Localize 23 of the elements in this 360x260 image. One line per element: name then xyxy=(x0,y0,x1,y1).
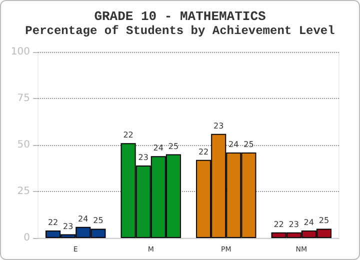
text: 24 xyxy=(304,218,314,228)
text: 25 xyxy=(318,216,330,226)
text: 22 xyxy=(198,147,209,156)
y-tick-label: 50 xyxy=(17,140,30,150)
text: 23 xyxy=(214,121,224,130)
text: 22 xyxy=(123,130,134,140)
text: 24 xyxy=(153,144,164,153)
y-tick-label: 0 xyxy=(24,232,30,244)
series-label: 22 xyxy=(48,218,58,228)
series-label: 25 xyxy=(93,216,104,226)
text: 23 xyxy=(138,152,148,162)
y-tick-label: 100 xyxy=(10,46,30,58)
y-tick-label: 25 xyxy=(17,186,30,197)
series-label: 23 xyxy=(63,222,74,231)
series-label: 24 xyxy=(78,214,88,224)
text: 22 xyxy=(274,220,284,229)
chart-title: GRADE 10 - MATHEMATICS xyxy=(94,9,266,24)
text: 25 xyxy=(168,142,179,151)
y-tick-label: 75 xyxy=(17,93,30,104)
text: 24 xyxy=(228,140,239,149)
text: 25 xyxy=(244,140,254,149)
text: 23 xyxy=(288,220,299,229)
chart-subtitle: Percentage of Students by Achievement Level xyxy=(25,24,335,38)
